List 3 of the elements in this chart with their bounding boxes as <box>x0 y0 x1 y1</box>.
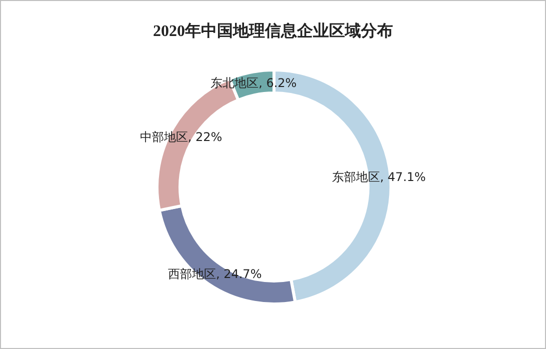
slice-label: 中部地区, 22% <box>140 130 222 145</box>
chart-title: 2020年中国地理信息企业区域分布 <box>153 22 393 40</box>
slice-label: 东部地区, 47.1% <box>332 170 426 185</box>
